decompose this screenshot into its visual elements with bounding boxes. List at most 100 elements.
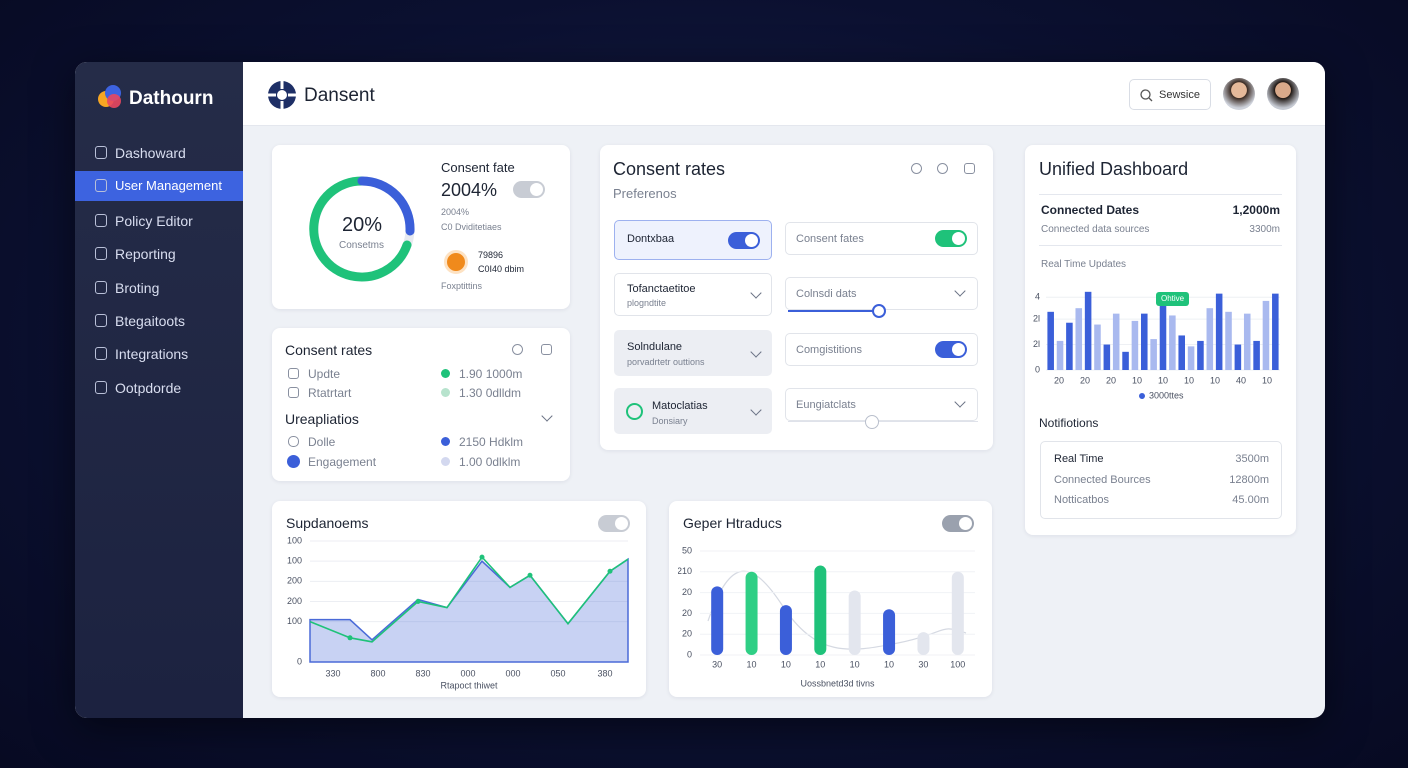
bar xyxy=(1094,324,1101,370)
title: Supdanoems xyxy=(286,515,369,531)
value: 2004% xyxy=(441,180,498,200)
slider-thumb[interactable] xyxy=(872,304,886,318)
nav-icon xyxy=(95,281,107,294)
select-control[interactable]: Matoclatias Donsiary xyxy=(614,388,772,434)
nav-label: Ootpdorde xyxy=(115,380,182,396)
nav-item[interactable]: Integrations xyxy=(75,339,243,369)
area-chart: 0 100 200 200 100 100 330 800 830 000 000 050 380 Rta… xyxy=(287,535,629,690)
bar xyxy=(951,571,964,655)
nav-item[interactable]: Ootpdorde xyxy=(75,373,243,403)
search-box[interactable]: Sewsice xyxy=(1129,79,1211,110)
bar xyxy=(1131,320,1139,370)
select-control[interactable]: Solndulane porvadrtetr outtions xyxy=(614,330,772,376)
section-title: Ureapliatios xyxy=(285,411,359,427)
control-label: Eungiatclats xyxy=(796,399,856,411)
y-tick-label: 2l xyxy=(1033,313,1040,323)
toggle[interactable] xyxy=(598,515,630,532)
x-tick-label: 20 xyxy=(1106,375,1116,385)
control-sub: Donsiary xyxy=(652,416,688,426)
controls-card: Consent rates Preferenos Dontxbaa Consen… xyxy=(600,145,993,450)
slider-thumb[interactable] xyxy=(865,415,879,429)
x-tick-label: 330 xyxy=(325,668,340,678)
ring xyxy=(309,176,415,282)
x-tick-label: 10 xyxy=(1132,375,1142,385)
control-label: Dontxbaa xyxy=(627,233,675,245)
icon[interactable] xyxy=(964,163,975,174)
nav-item[interactable]: Dashoward xyxy=(75,138,243,168)
bar xyxy=(711,586,724,655)
bar xyxy=(1187,346,1195,370)
y-tick-label: 0 xyxy=(687,649,692,659)
y-tick-label: 100 xyxy=(287,556,302,566)
bar xyxy=(1103,344,1111,370)
control-label: Colnsdi dats xyxy=(796,288,857,300)
avatar[interactable] xyxy=(1267,78,1299,110)
clock-icon xyxy=(626,403,643,420)
stat-label: Connected data sources xyxy=(1041,224,1150,235)
row-value: 1.00 0dlklm xyxy=(459,455,521,469)
footer: Foxptittins xyxy=(441,281,483,291)
row-label: Rtatrtart xyxy=(308,386,352,400)
x-tick-label: 20 xyxy=(1054,375,1064,385)
chevron xyxy=(750,287,762,299)
control-label: Consent fates xyxy=(796,233,864,245)
bar xyxy=(779,605,792,655)
x-tick-label: 000 xyxy=(460,668,475,678)
x-tick-label: 20 xyxy=(1080,375,1090,385)
nav-icon xyxy=(95,347,107,360)
capsule-chart: 0 20 20 20 210 50 30 10 10 10 10 10 30 100 Uossbnetd3d… xyxy=(678,545,975,688)
icon[interactable] xyxy=(541,344,552,355)
stat-value: 3300m xyxy=(1249,224,1280,235)
select-control[interactable]: Eungiatclats xyxy=(785,388,978,421)
x-tick-label: 10 xyxy=(884,659,894,669)
item-value: 79896 xyxy=(478,250,504,260)
toggle-control[interactable]: Consent fates xyxy=(785,222,978,255)
toggle-control[interactable]: Comgistitions xyxy=(785,333,978,366)
bar xyxy=(1178,335,1185,370)
chevron xyxy=(954,285,966,297)
row-icon xyxy=(287,455,300,468)
x-tick-label: 380 xyxy=(597,668,612,678)
control-label: Solndulane xyxy=(627,341,683,353)
bar xyxy=(1075,308,1083,370)
nav-item[interactable]: User Management xyxy=(75,171,243,201)
x-tick-label: 40 xyxy=(1236,375,1246,385)
nav-item[interactable]: Policy Editor xyxy=(75,206,243,236)
toggle[interactable] xyxy=(935,230,967,247)
toggle[interactable] xyxy=(942,515,974,532)
row-value: 1.90 1000m xyxy=(459,367,523,381)
notifications-box: Real Time 3500m Connected Bources 12800m… xyxy=(1040,441,1282,519)
nav-label: Integrations xyxy=(115,346,189,362)
bar xyxy=(1215,293,1223,370)
icon[interactable] xyxy=(512,344,523,355)
notification-label: Notticatbos xyxy=(1054,494,1110,506)
bar xyxy=(1197,340,1204,370)
nav-item[interactable]: Btegaitoots xyxy=(75,306,243,336)
row-value: 1.30 0dlldm xyxy=(459,386,522,400)
toggle[interactable] xyxy=(728,232,760,249)
bar xyxy=(814,565,827,655)
toggle-control[interactable]: Dontxbaa xyxy=(614,220,772,260)
nav-item[interactable]: Reporting xyxy=(75,239,243,269)
toggle[interactable] xyxy=(935,341,967,358)
row-value: 2150 Hdklm xyxy=(459,435,524,449)
select-control[interactable]: Tofanctaetitoe plogndtite xyxy=(614,273,772,316)
legend-swatch xyxy=(1139,393,1145,399)
notification-label: Real Time xyxy=(1054,453,1104,465)
icon[interactable] xyxy=(937,163,948,174)
toggle[interactable] xyxy=(513,181,545,198)
y-tick-label: 50 xyxy=(682,545,692,555)
bar xyxy=(1262,300,1270,370)
search-icon xyxy=(1140,89,1153,102)
annotation: Ohtive xyxy=(1156,292,1190,306)
nav-label: Dashoward xyxy=(115,145,186,161)
chevron[interactable] xyxy=(541,410,553,422)
bar xyxy=(1066,322,1073,370)
icon[interactable] xyxy=(911,163,922,174)
notifications-title: Notifiotions xyxy=(1039,416,1099,430)
avatar[interactable] xyxy=(1223,78,1255,110)
x-tick-label: 10 xyxy=(747,659,757,669)
nav-item[interactable]: Broting xyxy=(75,273,243,303)
nav-icon xyxy=(95,381,107,394)
point xyxy=(415,599,421,604)
